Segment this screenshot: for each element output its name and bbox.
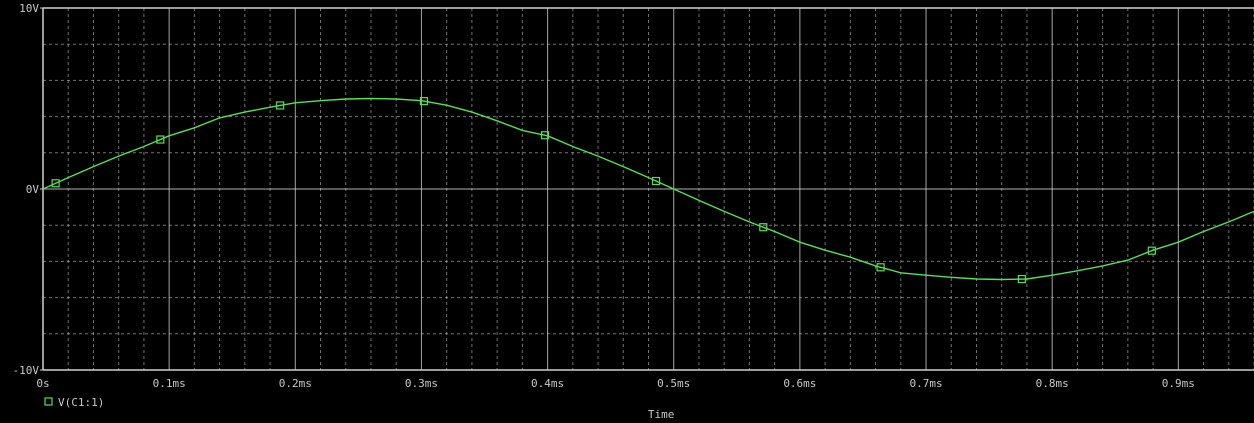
x-tick-label: 0.5ms xyxy=(657,377,690,390)
y-tick-label: 10V xyxy=(19,2,39,15)
x-tick-label: 0.9ms xyxy=(1162,377,1195,390)
x-tick-label: 0.4ms xyxy=(531,377,564,390)
y-tick-label: 0V xyxy=(26,183,40,196)
data-point-marker xyxy=(651,176,661,186)
x-tick-label: 0.2ms xyxy=(279,377,312,390)
data-point-marker xyxy=(156,135,165,144)
x-tick-label: 0.1ms xyxy=(153,377,186,390)
x-axis-label: Time xyxy=(648,408,675,421)
legend[interactable]: V(C1:1) xyxy=(44,396,104,409)
x-tick-label: 0.8ms xyxy=(1036,377,1069,390)
data-point-marker xyxy=(876,263,885,272)
data-point-marker xyxy=(759,223,768,232)
grid-layer xyxy=(43,8,1254,370)
series-layer xyxy=(42,97,1254,284)
legend-label: V(C1:1) xyxy=(58,396,104,409)
legend-marker-icon xyxy=(44,397,53,406)
x-tick-label: 0.3ms xyxy=(405,377,438,390)
x-tick-label: 0s xyxy=(36,377,49,390)
data-point-marker xyxy=(1017,274,1026,284)
y-tick-label: -10V xyxy=(13,364,40,377)
x-tick-label: 0.7ms xyxy=(909,377,942,390)
data-point-marker xyxy=(419,97,429,106)
data-point-marker xyxy=(1147,246,1156,255)
data-point-marker xyxy=(540,131,550,140)
data-point-marker xyxy=(276,101,285,110)
data-point-marker xyxy=(51,179,60,188)
x-tick-label: 0.6ms xyxy=(783,377,816,390)
series-line xyxy=(42,97,1254,281)
